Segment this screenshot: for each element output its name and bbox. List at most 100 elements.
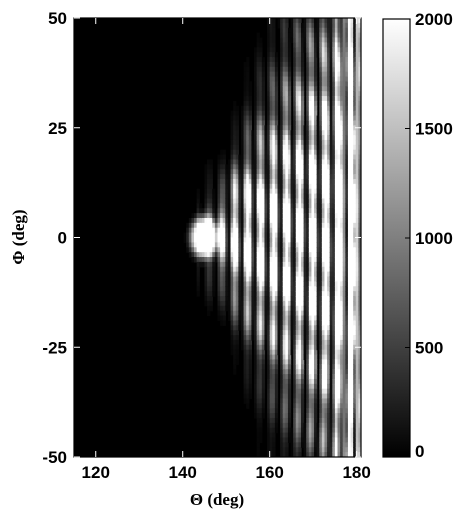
heatmap-cell [340, 237, 344, 243]
heatmap-cell [329, 61, 333, 68]
heatmap-cell [355, 71, 359, 78]
heatmap-cell [319, 339, 323, 346]
heatmap-cell [230, 193, 234, 200]
heatmap-cell [267, 335, 271, 341]
heatmap-cell [222, 183, 226, 190]
heatmap-cell [353, 149, 357, 156]
heatmap-cell [321, 271, 326, 278]
heatmap-cell [269, 135, 273, 141]
heatmap-cell [329, 27, 333, 34]
heatmap-cell [285, 115, 289, 122]
heatmap-cell [282, 188, 286, 195]
heatmap-cell [220, 198, 224, 204]
heatmap-cell [345, 452, 349, 457]
heatmap-cell [280, 432, 284, 439]
heatmap-cell [327, 174, 331, 180]
heatmap-cell [256, 96, 260, 102]
heatmap-cell [340, 354, 344, 361]
heatmap-cell [272, 232, 276, 239]
heatmap-cell [342, 442, 346, 448]
heatmap-cell [303, 178, 307, 185]
heatmap-cell [324, 76, 328, 83]
heatmap-cell [358, 281, 361, 287]
heatmap-cell [287, 100, 292, 107]
heatmap-cell [272, 393, 276, 400]
heatmap-cell [209, 174, 213, 180]
heatmap-cell [243, 159, 247, 165]
heatmap-cell [358, 144, 361, 151]
heatmap-cell [340, 393, 344, 400]
heatmap-cell [316, 335, 320, 341]
heatmap-cell [332, 198, 336, 204]
heatmap-cell [306, 408, 310, 414]
heatmap-cell [227, 198, 232, 204]
heatmap-cell [267, 339, 271, 346]
heatmap-cell [240, 227, 245, 234]
heatmap-cell [329, 193, 333, 200]
heatmap-cell [319, 447, 323, 453]
heatmap-cell [274, 76, 279, 83]
heatmap-cell [347, 110, 352, 117]
heatmap-cell [251, 139, 255, 146]
heatmap-cell [355, 18, 359, 24]
heatmap-cell [332, 247, 336, 253]
heatmap-cell [303, 252, 307, 258]
heatmap-cell [311, 286, 315, 292]
heatmap-cell [327, 198, 331, 204]
heatmap-cell [282, 452, 286, 457]
heatmap-cell [340, 96, 344, 102]
heatmap-cell [327, 232, 331, 239]
heatmap-cell [350, 183, 354, 190]
heatmap-cell [254, 139, 258, 146]
heatmap-cell [259, 330, 263, 336]
heatmap-cell [209, 237, 213, 243]
heatmap-cell [240, 232, 245, 239]
heatmap-cell [233, 354, 237, 361]
heatmap-cell [254, 413, 258, 419]
heatmap-cell [248, 247, 253, 253]
heatmap-cell [285, 120, 289, 126]
heatmap-cell [311, 61, 315, 68]
heatmap-cell [259, 344, 263, 351]
heatmap-cell [243, 388, 247, 395]
heatmap-cell [337, 178, 341, 185]
heatmap-cell [303, 125, 307, 131]
heatmap-cell [300, 222, 305, 229]
heatmap-cell [324, 447, 328, 453]
heatmap-cell [340, 330, 344, 336]
heatmap-cell [267, 18, 271, 24]
heatmap-cell [327, 310, 331, 317]
heatmap-cell [347, 286, 352, 292]
heatmap-cell [287, 52, 292, 58]
heatmap-cell [342, 164, 346, 170]
heatmap-cell [295, 198, 299, 204]
heatmap-cell [251, 276, 255, 282]
heatmap-cell [332, 37, 336, 43]
heatmap-cell [347, 57, 352, 63]
heatmap-cell [269, 154, 273, 161]
heatmap-cell [212, 217, 216, 224]
heatmap-cell [269, 447, 273, 453]
heatmap-cell [327, 427, 331, 434]
heatmap-cell [259, 374, 263, 380]
heatmap-cell [319, 281, 323, 287]
heatmap-cell [243, 130, 247, 136]
heatmap-cell [314, 86, 318, 92]
heatmap-cell [274, 276, 279, 282]
heatmap-cell [327, 76, 331, 83]
heatmap-cell [188, 232, 193, 239]
heatmap-cell [243, 149, 247, 156]
heatmap-cell [316, 320, 320, 326]
heatmap-cell [246, 217, 250, 224]
heatmap-cell [267, 437, 271, 443]
heatmap-cell [308, 261, 313, 268]
heatmap-cell [243, 169, 247, 175]
heatmap-cell [290, 315, 294, 322]
heatmap-cell [196, 232, 200, 239]
heatmap-cell [293, 291, 297, 297]
heatmap-cell [272, 76, 276, 83]
heatmap-cell [311, 403, 315, 409]
heatmap-cell [267, 57, 271, 63]
heatmap-cell [246, 291, 250, 297]
heatmap-cell [267, 242, 271, 248]
